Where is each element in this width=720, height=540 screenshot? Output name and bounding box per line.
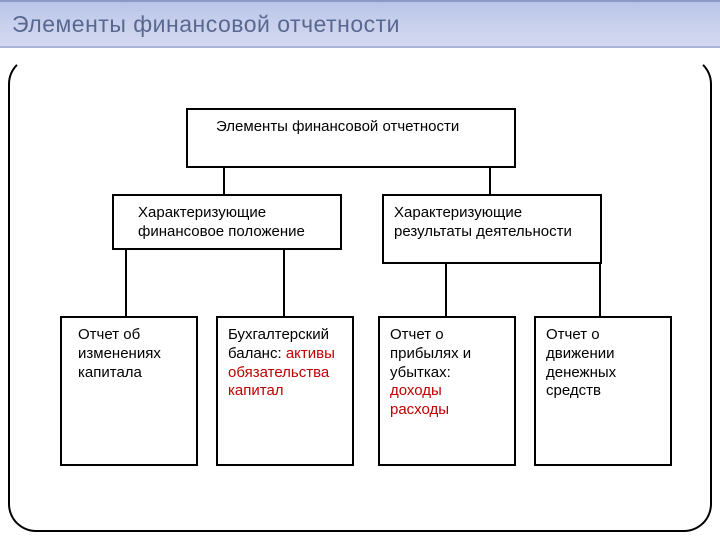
node-root: Элементы финансовой отчетности [186,108,516,168]
node-leaf1: Отчет об изменениях капитала [60,316,198,466]
node-leaf3-red: доходы расходы [390,382,449,418]
node-leaf3: Отчет о прибылях и убытках: доходы расхо… [378,316,516,466]
node-left-label: Характеризующие финансовое положение [138,204,305,240]
page-title: Элементы финансовой отчетности [12,11,400,38]
node-leaf4-label: Отчет о движении денежных средств [546,326,616,399]
node-leaf3-black: Отчет о прибылях и убытках: [390,326,471,381]
header-band: Элементы финансовой отчетности [0,0,720,48]
node-left: Характеризующие финансовое положение [112,194,342,250]
node-right: Характеризующие результаты деятельности [382,194,602,264]
node-root-label: Элементы финансовой отчетности [216,118,459,135]
node-leaf4: Отчет о движении денежных средств [534,316,672,466]
node-leaf1-label: Отчет об изменениях капитала [78,326,161,381]
node-right-label: Характеризующие результаты деятельности [394,204,572,240]
node-leaf2: Бухгалтерский баланс: активы обязательст… [216,316,354,466]
